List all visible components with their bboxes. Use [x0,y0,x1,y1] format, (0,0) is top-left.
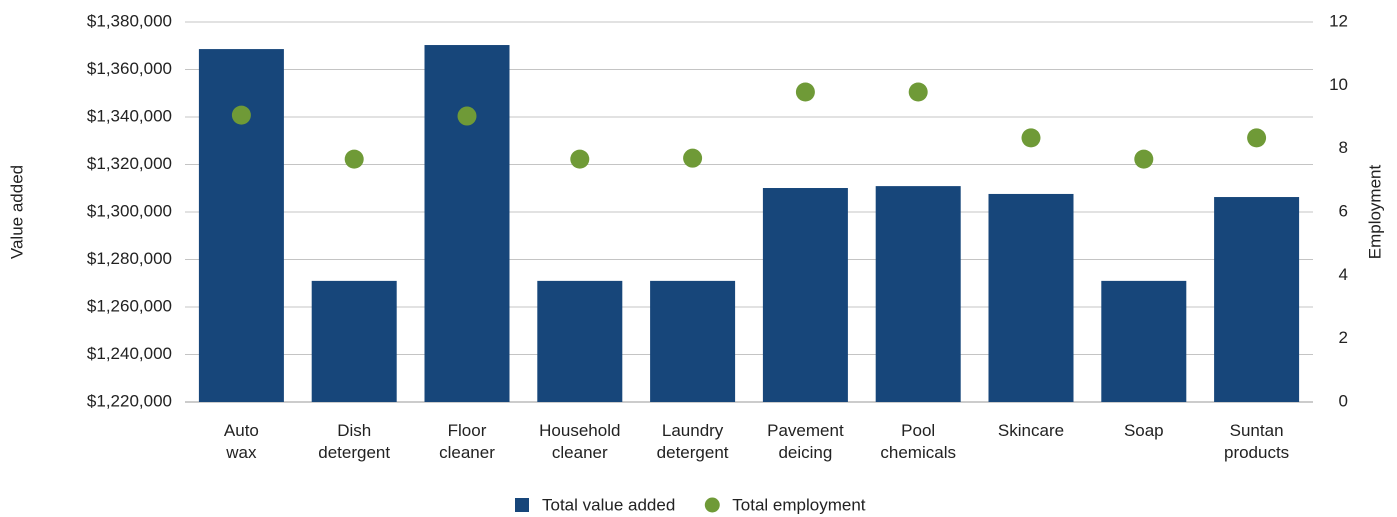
x-tick-label: Soap [1124,421,1164,440]
y2-tick-label: 12 [1329,11,1348,30]
bar [875,186,961,402]
y-tick-label: $1,300,000 [87,201,172,220]
x-tick-label: Laundry detergent [657,421,729,462]
bar [537,280,623,402]
x-tick-label: Household cleaner [539,421,620,462]
x-tick-label: Pool chemicals [880,421,956,462]
y-tick-label: $1,220,000 [87,391,172,410]
x-tick-label-line: Soap [1124,421,1164,440]
x-tick-label: Floor cleaner [439,421,495,462]
y2-tick-label: 4 [1339,265,1348,284]
x-tick-label-line: detergent [657,443,729,462]
legend-swatch [515,498,529,512]
x-tick-label-line: Household [539,421,620,440]
bar [1101,280,1187,402]
x-tick-label-line: Pool [901,421,935,440]
x-tick-label-line: cleaner [552,443,608,462]
x-tick-label-line: Dish [337,421,371,440]
y2-tick-label: 8 [1339,138,1348,157]
x-tick-label-line: Pavement [767,421,844,440]
x-tick-label-line: products [1224,443,1289,462]
point [344,149,364,169]
y-tick-label: $1,360,000 [87,59,172,78]
x-tick-label-line: Laundry [662,421,724,440]
y-tick-label: $1,380,000 [87,11,172,30]
y-tick-label: $1,340,000 [87,106,172,125]
y2-tick-label: 2 [1339,328,1348,347]
x-tick-label-line: cleaner [439,443,495,462]
y-tick-label: $1,280,000 [87,249,172,268]
point [1247,128,1267,148]
point [1134,149,1154,169]
point [457,106,477,126]
y-tick-label: $1,260,000 [87,296,172,315]
y-tick-label: $1,240,000 [87,344,172,363]
x-tick-label-line: wax [225,443,257,462]
x-tick-label-line: detergent [318,443,390,462]
y2-axis-label: Employment [1365,164,1384,259]
legend-swatch [704,497,720,513]
y2-tick-label: 0 [1339,391,1348,410]
bar [762,188,848,402]
point [570,149,590,169]
x-tick-label: Dish detergent [318,421,390,462]
point [795,82,815,102]
point [908,82,928,102]
x-tick-label-line: chemicals [880,443,956,462]
y2-tick-label: 6 [1339,201,1348,220]
y-axis-label: Value added [7,165,26,259]
point [1021,128,1041,148]
x-tick-label-line: Suntan [1230,421,1284,440]
x-tick-label-line: Skincare [998,421,1064,440]
legend-label: Total value added [542,495,675,514]
y-tick-label: $1,320,000 [87,154,172,173]
x-tick-label-line: deicing [778,443,832,462]
x-tick-label-line: Floor [448,421,487,440]
bar [198,49,284,402]
bar [1214,197,1300,402]
x-tick-label: Suntan products [1224,421,1289,462]
point [231,105,251,125]
x-tick-label: Skincare [998,421,1064,440]
x-tick-label: Auto wax [224,421,259,462]
y2-tick-label: 10 [1329,75,1348,94]
x-tick-label: Pavement deicing [767,421,844,462]
x-tick-label-line: Auto [224,421,259,440]
bar [988,193,1074,402]
legend-label: Total employment [732,495,866,514]
point [683,148,703,168]
bar [424,45,510,402]
bar [650,280,736,402]
bar [311,280,397,402]
